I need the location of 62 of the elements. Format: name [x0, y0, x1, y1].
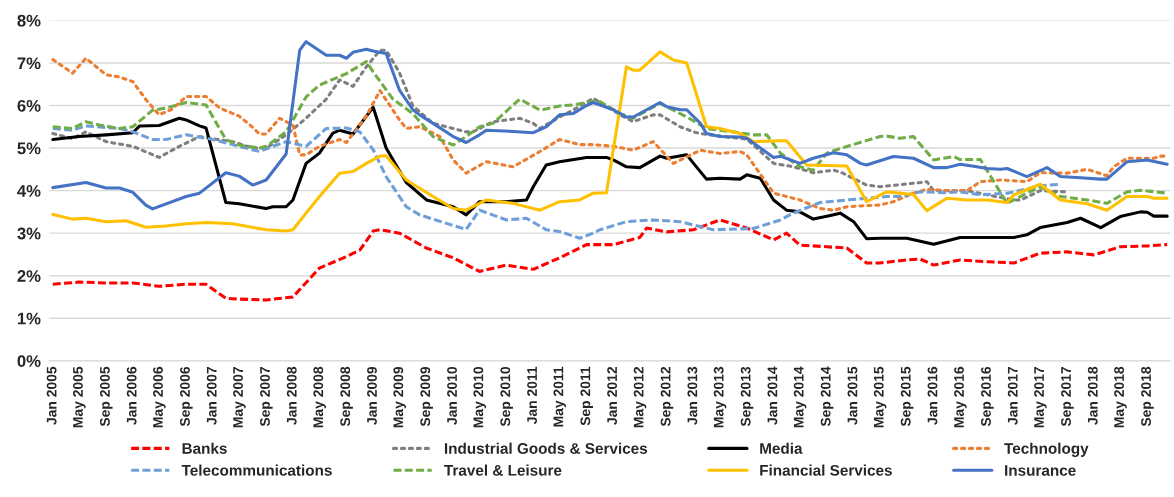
x-tick-label: May 2007 [233, 366, 246, 428]
x-tick-label: Jan 2013 [687, 366, 698, 425]
y-tick-label: 2% [17, 270, 41, 282]
legend-label: Industrial Goods & Services [444, 442, 648, 454]
x-tick-label: May 2008 [313, 366, 326, 428]
x-tick-label: Jan 2005 [46, 366, 57, 425]
x-tick-label: May 2018 [1114, 366, 1127, 428]
x-tick-label: May 2006 [153, 366, 166, 428]
line-series [51, 105, 1169, 246]
line-series [51, 218, 1169, 302]
y-tick-label: 8% [17, 14, 41, 27]
x-tick-label: Sep 2012 [660, 366, 674, 427]
x-tick-label: May 2016 [954, 366, 967, 428]
x-tick-label: May 2012 [633, 366, 647, 428]
x-tick-label: May 2009 [393, 366, 406, 428]
x-tick-label: Jan 2018 [1087, 366, 1098, 425]
x-tick-label: Jan 2017 [1007, 366, 1018, 425]
x-tick-label: Sep 2018 [1141, 366, 1154, 427]
legend-label: Banks [182, 442, 227, 454]
x-tick-label: May 2011 [553, 366, 567, 427]
y-tick-label: 6% [17, 99, 41, 112]
x-tick-label: Jan 2007 [206, 366, 217, 425]
x-tick-label: Jan 2009 [367, 366, 377, 425]
x-tick-label: Sep 2017 [1061, 366, 1074, 427]
x-tick-label: May 2013 [713, 366, 727, 428]
x-tick-label: Jan 2012 [607, 366, 618, 425]
x-tick-label: Jan 2006 [126, 366, 137, 425]
y-tick-label: 1% [17, 312, 41, 325]
x-tick-label: Sep 2009 [420, 366, 433, 427]
x-tick-label: Sep 2006 [180, 366, 193, 427]
y-tick-label: 4% [17, 185, 41, 197]
x-tick-label: May 2015 [873, 366, 887, 428]
x-tick-label: Sep 2007 [260, 366, 273, 427]
y-tick-label: 3% [17, 227, 41, 240]
x-tick-label: Sep 2008 [340, 366, 353, 427]
legend-label: Telecommunications [181, 464, 332, 476]
x-tick-label: Jan 2011 [527, 366, 537, 425]
x-tick-label: Sep 2010 [500, 366, 513, 427]
y-tick-label: 0% [17, 355, 41, 368]
legend-label: Insurance [1005, 465, 1076, 476]
legend-label: Technology [1004, 442, 1089, 457]
y-tick-label: 7% [17, 57, 41, 70]
x-tick-label: May 2014 [793, 366, 807, 428]
x-tick-label: Sep 2016 [981, 366, 994, 427]
x-tick-label: Jan 2015 [847, 366, 858, 425]
x-tick-label: Jan 2010 [447, 366, 457, 425]
x-tick-label: Sep 2014 [820, 366, 834, 427]
x-tick-label: Sep 2005 [99, 366, 113, 427]
line-series [51, 48, 1069, 202]
legend-label: Financial Services [760, 464, 892, 476]
x-tick-label: Jan 2008 [286, 366, 297, 425]
x-tick-label: May 2010 [473, 366, 487, 428]
x-tick-label: Jan 2016 [927, 366, 938, 425]
x-tick-label: Sep 2011 [580, 366, 594, 426]
x-tick-label: Jan 2014 [767, 366, 778, 425]
legend-label: Media [760, 442, 803, 454]
legend-label: Travel & Leisure [444, 464, 562, 476]
x-tick-label: Sep 2015 [900, 366, 914, 427]
y-tick-label: 5% [17, 142, 41, 155]
x-tick-label: May 2005 [73, 366, 86, 428]
x-tick-label: Sep 2013 [740, 366, 754, 427]
x-tick-label: May 2017 [1034, 366, 1047, 428]
